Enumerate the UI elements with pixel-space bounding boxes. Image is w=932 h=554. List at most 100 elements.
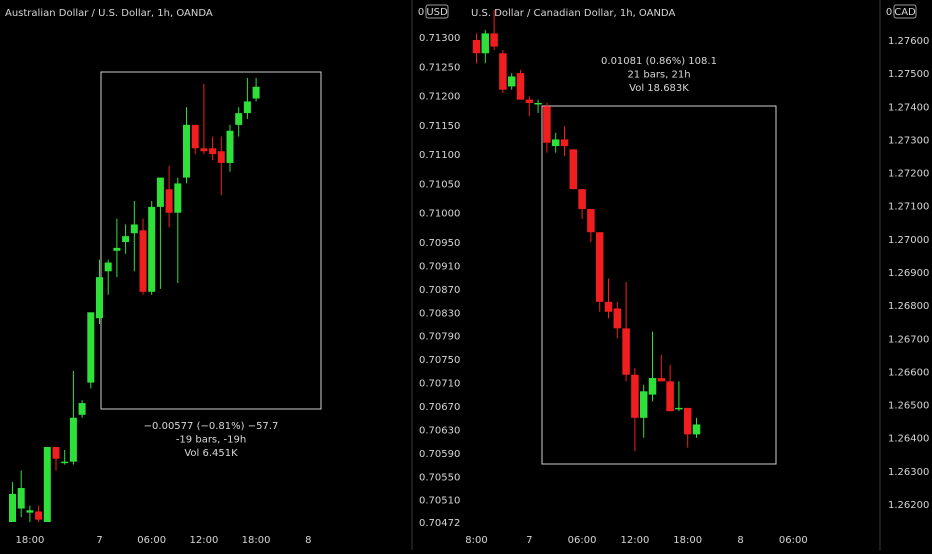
y-tick-label: 0.70830 bbox=[419, 308, 460, 319]
measure-label: Vol 18.683K bbox=[629, 83, 689, 94]
candle-body bbox=[578, 189, 586, 210]
y-tick-label: 0.70510 bbox=[419, 496, 460, 507]
candle-body bbox=[534, 102, 542, 105]
x-tick-label: 8 bbox=[305, 535, 311, 546]
y-tick-label: 0.71150 bbox=[419, 121, 460, 132]
y-tick-label: 0.70550 bbox=[419, 472, 460, 483]
x-tick-label: 12:00 bbox=[189, 535, 218, 546]
y-tick-label: 1.27400 bbox=[888, 102, 929, 113]
y-tick-label: 0.70870 bbox=[419, 285, 460, 296]
candle-body bbox=[26, 510, 34, 513]
chart-title: Australian Dollar / U.S. Dollar, 1h, OAN… bbox=[5, 8, 213, 19]
y-tick-label: 0.70630 bbox=[419, 425, 460, 436]
y-tick-label: 0.70910 bbox=[419, 261, 460, 272]
candle-body bbox=[9, 493, 16, 522]
y-tick-label: 0.70790 bbox=[419, 332, 460, 343]
candle-body bbox=[657, 378, 666, 382]
candle-body bbox=[35, 511, 43, 520]
candle-body bbox=[183, 124, 190, 178]
y-tick-label: 1.27100 bbox=[888, 202, 929, 213]
candle-body bbox=[61, 461, 69, 464]
currency-badge bbox=[893, 4, 917, 19]
x-tick-label: 18:00 bbox=[242, 535, 271, 546]
candle-body bbox=[148, 206, 156, 292]
candle-body bbox=[252, 86, 260, 99]
candle-body bbox=[639, 391, 648, 418]
candle-body bbox=[87, 312, 95, 383]
candle-body bbox=[692, 424, 701, 435]
y-tick-label: 0.71000 bbox=[419, 209, 460, 220]
candle-body bbox=[113, 247, 121, 251]
candle-body bbox=[551, 139, 560, 147]
x-tick-label: 8 bbox=[737, 535, 743, 546]
currency-label: USD bbox=[426, 7, 448, 18]
y-tick-label: 0.70472 bbox=[419, 518, 460, 529]
x-tick-label: 06:00 bbox=[779, 535, 808, 546]
y-tick-label: 0.70750 bbox=[419, 355, 460, 366]
measure-label: 0.01081 (0.86%) 108.1 bbox=[601, 56, 717, 67]
x-tick-label: 12:00 bbox=[620, 535, 649, 546]
candle-body bbox=[666, 381, 674, 412]
y-tick-label: 0.70950 bbox=[419, 238, 460, 249]
y-tick-label: 1.27500 bbox=[888, 69, 929, 80]
candle-body bbox=[587, 209, 595, 233]
y-tick-label: 1.27000 bbox=[888, 235, 929, 246]
candle-body bbox=[209, 148, 217, 155]
candle-body bbox=[69, 417, 77, 462]
candle-body bbox=[165, 189, 173, 213]
y-tick-label: 1.26300 bbox=[888, 467, 929, 478]
candle-body bbox=[174, 183, 182, 213]
y-tick-label: 0.71300 bbox=[419, 33, 460, 44]
chart-title: U.S. Dollar / Canadian Dollar, 1h, OANDA bbox=[471, 8, 675, 19]
candle-body bbox=[52, 447, 60, 459]
y-tick-label: 1.27600 bbox=[888, 36, 929, 47]
candle-body bbox=[96, 277, 103, 319]
usdcad-panel[interactable]: U.S. Dollar / Canadian Dollar, 1h, OANDA… bbox=[465, 0, 929, 550]
candle-body bbox=[507, 76, 516, 87]
x-tick-label: 8:00 bbox=[465, 535, 487, 546]
candle-body bbox=[17, 488, 25, 509]
candle-body bbox=[604, 301, 613, 312]
x-tick-label: 18:00 bbox=[673, 535, 702, 546]
y-tick-label: 0.71050 bbox=[419, 179, 460, 190]
corner-label: 0 bbox=[418, 7, 424, 18]
measure-range-box bbox=[100, 71, 322, 410]
candle-body bbox=[543, 106, 551, 143]
measure-label: -19 bars, -19h bbox=[176, 435, 246, 446]
y-tick-label: 1.26900 bbox=[888, 268, 929, 279]
audusd-panel[interactable]: Australian Dollar / U.S. Dollar, 1h, OAN… bbox=[5, 0, 460, 550]
x-tick-label: 06:00 bbox=[137, 535, 166, 546]
candle-body bbox=[481, 33, 490, 54]
y-tick-label: 1.26500 bbox=[888, 401, 929, 412]
candle-body bbox=[595, 232, 604, 302]
candle-body bbox=[631, 374, 639, 418]
x-tick-label: 18:00 bbox=[15, 535, 44, 546]
y-tick-label: 0.70670 bbox=[419, 402, 460, 413]
y-tick-label: 1.26400 bbox=[888, 434, 929, 445]
candle-body bbox=[472, 40, 481, 54]
y-tick-label: 0.71200 bbox=[419, 92, 460, 103]
y-tick-label: 0.71250 bbox=[419, 62, 460, 73]
y-tick-label: 1.26700 bbox=[888, 334, 929, 345]
measure-label: Vol 6.451K bbox=[184, 448, 238, 459]
candle-body bbox=[569, 149, 578, 190]
candle-body bbox=[648, 378, 657, 395]
candle-body bbox=[43, 447, 51, 522]
measure-label: −0.00577 (−0.81%) −57.7 bbox=[144, 421, 279, 432]
candle-body bbox=[235, 113, 243, 125]
y-tick-label: 1.26800 bbox=[888, 301, 929, 312]
corner-label: 0 bbox=[886, 7, 892, 18]
candle-body bbox=[78, 403, 86, 415]
candle-body bbox=[139, 230, 147, 292]
candle-body bbox=[613, 308, 622, 329]
y-tick-label: 1.26600 bbox=[888, 367, 929, 378]
candle-body bbox=[200, 148, 208, 152]
candle-body bbox=[622, 328, 630, 375]
candle-body bbox=[104, 262, 112, 272]
x-tick-label: 06:00 bbox=[568, 535, 597, 546]
candle-body bbox=[130, 224, 138, 234]
candle-body bbox=[675, 407, 683, 410]
candle-body bbox=[226, 130, 234, 163]
x-tick-label: 7 bbox=[526, 535, 532, 546]
